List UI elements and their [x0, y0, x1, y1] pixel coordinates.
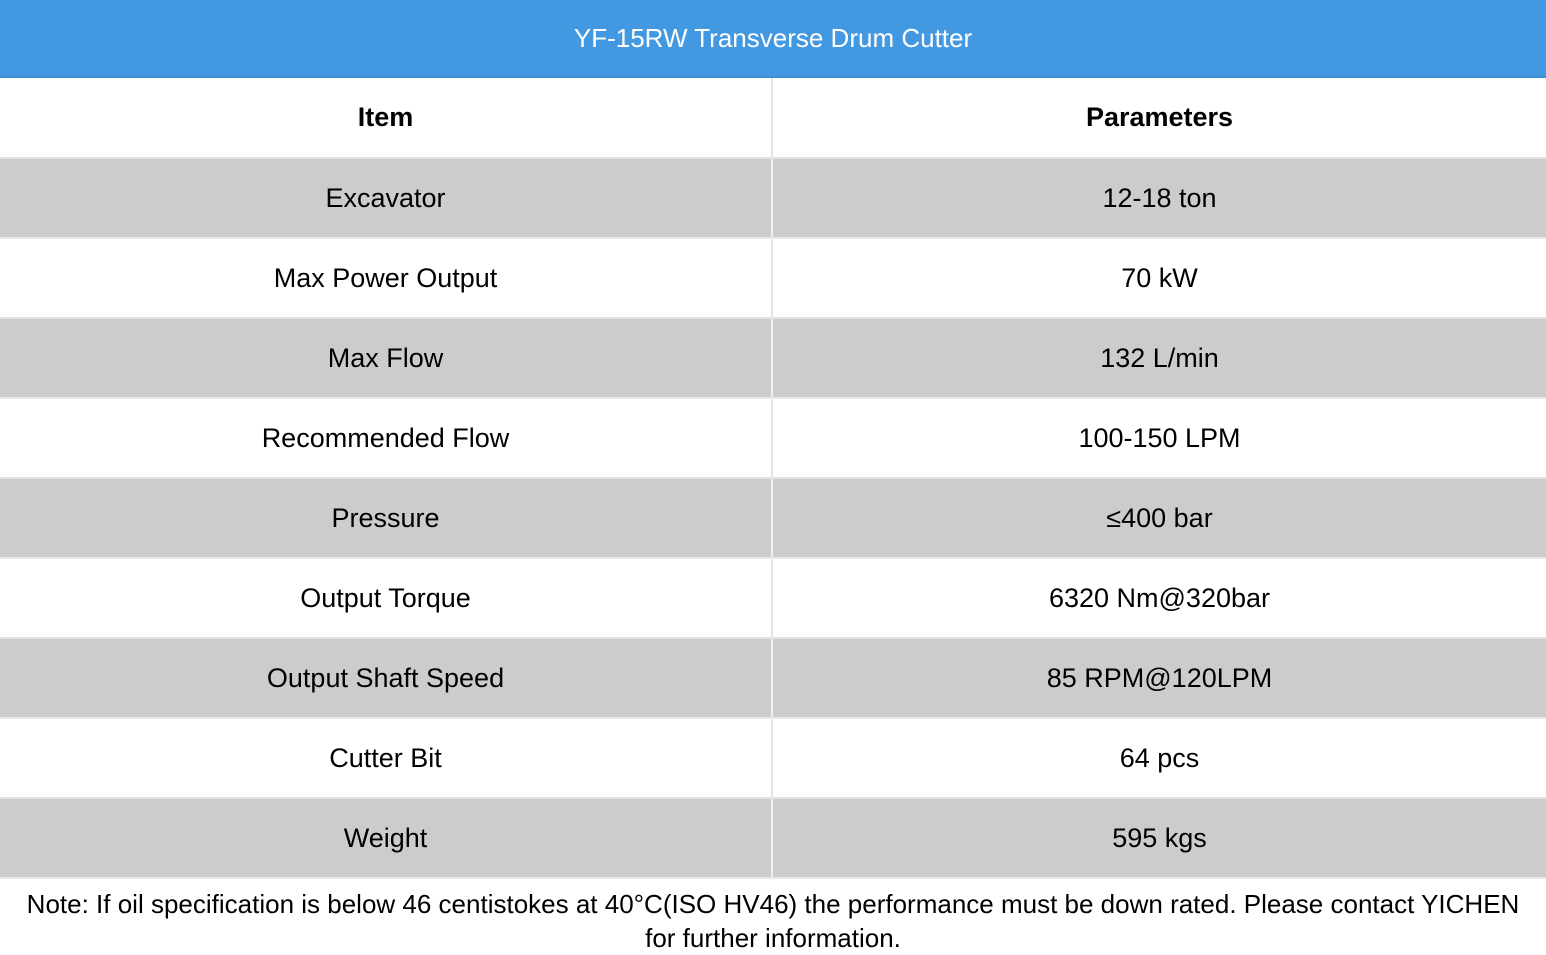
- row-item: Pressure: [0, 478, 773, 559]
- table-row: Pressure ≤400 bar: [0, 478, 1546, 559]
- table-row: Output Torque 6320 Nm@320bar: [0, 558, 1546, 639]
- row-value: 6320 Nm@320bar: [772, 558, 1546, 639]
- row-item: Output Torque: [0, 558, 773, 639]
- row-item: Excavator: [0, 158, 773, 239]
- footnote: Note: If oil specification is below 46 c…: [26, 889, 1520, 953]
- row-value: 85 RPM@120LPM: [772, 638, 1546, 719]
- row-value: 132 L/min: [772, 318, 1546, 399]
- row-value: ≤400 bar: [772, 478, 1546, 559]
- row-item: Max Power Output: [0, 238, 773, 319]
- table-title: YF-15RW Transverse Drum Cutter: [0, 0, 1546, 78]
- row-value: 100-150 LPM: [772, 398, 1546, 479]
- table-row: Recommended Flow 100-150 LPM: [0, 398, 1546, 479]
- table-row: Excavator 12-18 ton: [0, 158, 1546, 239]
- row-item: Cutter Bit: [0, 718, 773, 799]
- row-value: 70 kW: [772, 238, 1546, 319]
- table-row: Max Flow 132 L/min: [0, 318, 1546, 399]
- table-header-row: Item Parameters: [0, 78, 1546, 159]
- header-parameters: Parameters: [772, 78, 1546, 159]
- spec-table: Item Parameters Excavator 12-18 ton Max …: [0, 78, 1546, 879]
- row-value: 64 pcs: [772, 718, 1546, 799]
- row-item: Recommended Flow: [0, 398, 773, 479]
- row-value: 12-18 ton: [772, 158, 1546, 239]
- header-item: Item: [0, 78, 773, 159]
- table-row: Output Shaft Speed 85 RPM@120LPM: [0, 638, 1546, 719]
- row-item: Max Flow: [0, 318, 773, 399]
- table-row: Cutter Bit 64 pcs: [0, 718, 1546, 799]
- table-row: Max Power Output 70 kW: [0, 238, 1546, 319]
- table-row: Weight 595 kgs: [0, 798, 1546, 879]
- row-value: 595 kgs: [772, 798, 1546, 879]
- row-item: Output Shaft Speed: [0, 638, 773, 719]
- row-item: Weight: [0, 798, 773, 879]
